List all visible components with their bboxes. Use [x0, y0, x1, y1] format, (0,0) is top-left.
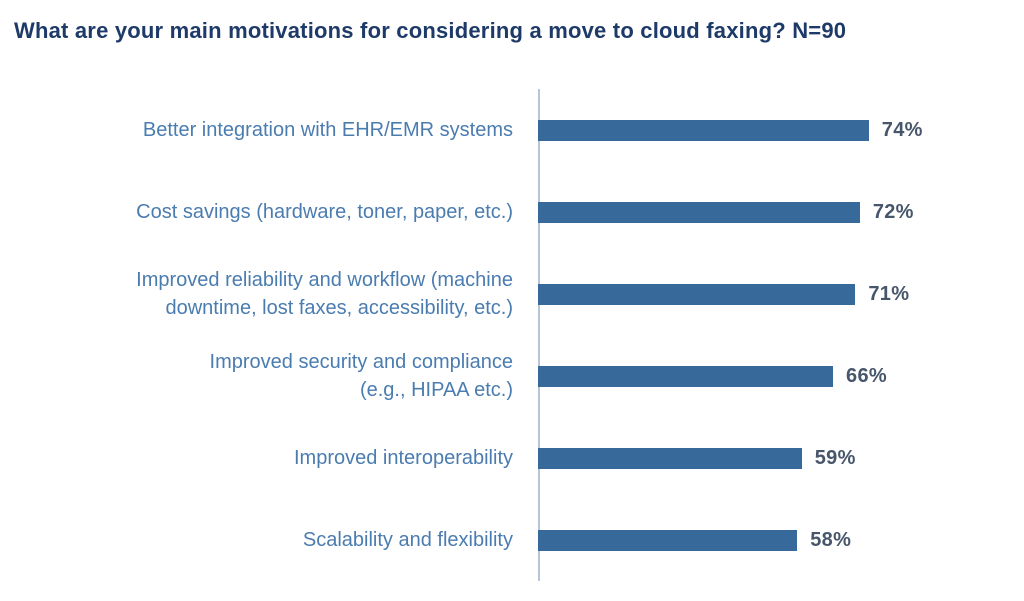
value-label: 74% [881, 118, 923, 141]
axis-line [538, 89, 540, 581]
category-label: Cost savings (hardware, toner, paper, et… [136, 201, 513, 223]
value-label: 58% [810, 528, 852, 551]
bar [538, 447, 802, 469]
category-label: Improved interoperability [294, 447, 513, 469]
chart-row: Cost savings (hardware, toner, paper, et… [0, 171, 1024, 253]
bar [538, 283, 856, 305]
bar [538, 119, 869, 141]
bar [538, 365, 834, 387]
category-label: Improved security and compliance (e.g., H… [209, 351, 513, 401]
bar-area: 72% [538, 201, 1024, 224]
value-label: 59% [814, 446, 856, 469]
chart-row: Improved security and compliance (e.g., H… [0, 335, 1024, 417]
category-label: Improved reliability and workflow (machi… [136, 269, 513, 319]
bar-area: 66% [538, 365, 1024, 388]
value-label: 72% [872, 200, 914, 223]
category-label: Scalability and flexibility [302, 529, 513, 551]
chart-row: Scalability and flexibility 58% [0, 499, 1024, 581]
bar-area: 59% [538, 447, 1024, 470]
chart-row: Improved interoperability 59% [0, 417, 1024, 499]
value-label: 66% [846, 364, 887, 387]
chart-title: What are your main motivations for consi… [14, 18, 847, 43]
category-label: Better integration with EHR/EMR systems [142, 119, 513, 141]
bar [538, 201, 860, 223]
chart-row: Improved reliability and workflow (machi… [0, 253, 1024, 335]
value-label: 71% [868, 282, 910, 305]
chart-rows: Better integration with EHR/EMR systems … [0, 89, 1024, 581]
bar-area: 74% [538, 119, 1024, 142]
chart-row: Better integration with EHR/EMR systems … [0, 89, 1024, 171]
bar [538, 529, 798, 551]
bar-area: 58% [538, 529, 1024, 552]
bar-chart: Better integration with EHR/EMR systems … [0, 89, 1024, 581]
bar-area: 71% [538, 283, 1024, 306]
